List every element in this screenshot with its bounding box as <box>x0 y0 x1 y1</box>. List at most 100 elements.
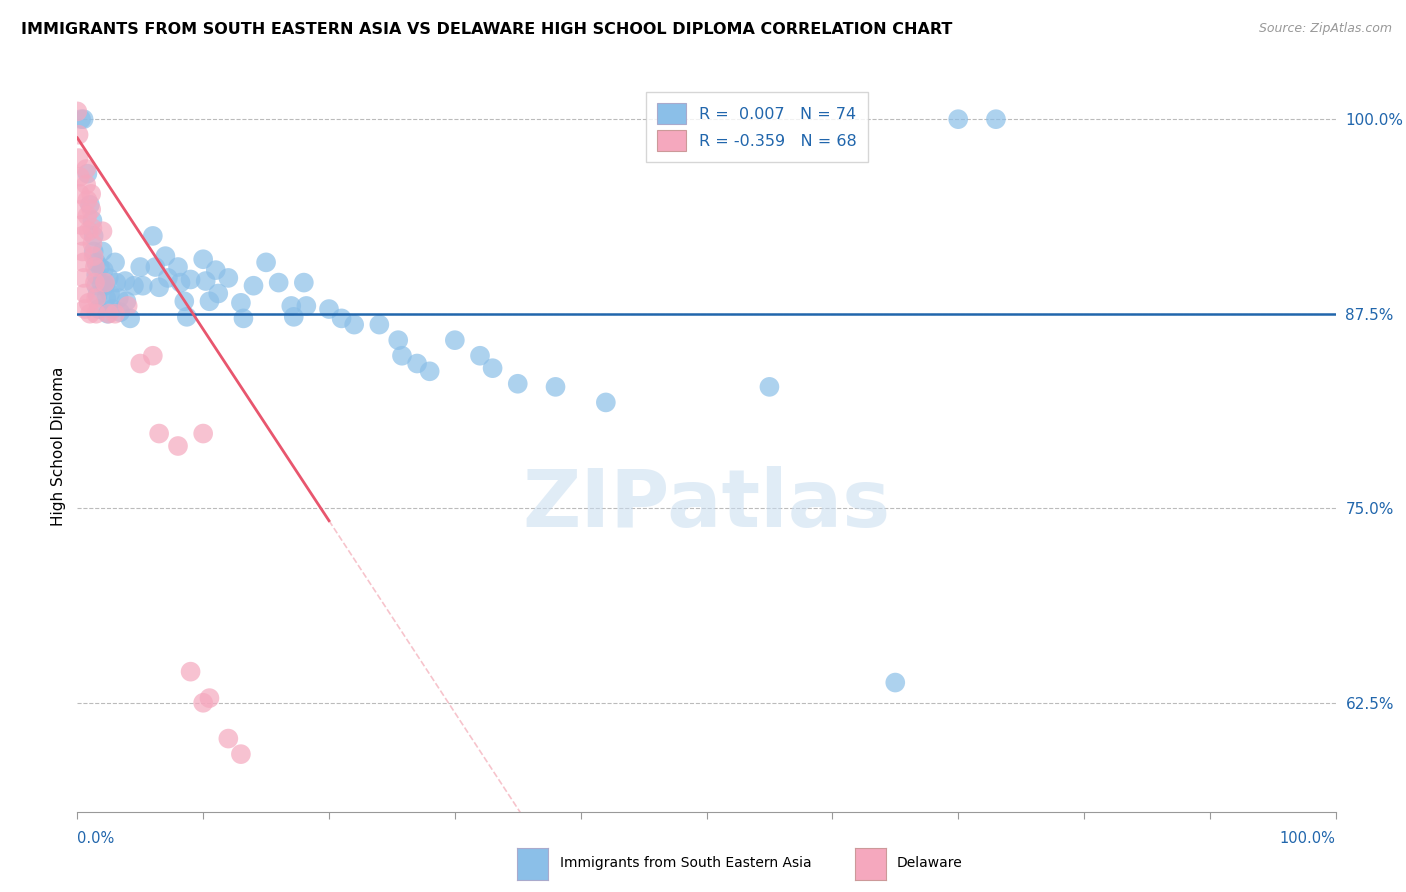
Point <box>180 665 202 679</box>
Point <box>122 278 145 293</box>
Point <box>194 274 217 288</box>
Point <box>129 260 152 274</box>
Point <box>108 291 131 305</box>
Point <box>84 276 107 290</box>
Point <box>117 299 139 313</box>
Point <box>595 395 617 409</box>
Point <box>76 193 98 207</box>
Point <box>91 244 114 259</box>
Point <box>292 276 315 290</box>
Point <box>129 357 152 371</box>
Point <box>80 186 103 201</box>
Point <box>283 310 305 324</box>
Point <box>391 349 413 363</box>
Point <box>84 291 107 305</box>
Point <box>83 244 105 259</box>
Point <box>67 151 90 165</box>
Point <box>91 224 114 238</box>
Point <box>87 301 110 316</box>
Point <box>169 276 191 290</box>
Point <box>73 301 96 316</box>
Point <box>66 104 89 119</box>
Point <box>198 294 221 309</box>
Point <box>82 221 104 235</box>
Point <box>69 186 91 201</box>
Point <box>108 305 131 319</box>
Point <box>254 255 277 269</box>
Point <box>198 691 221 706</box>
Point <box>96 291 118 305</box>
Point <box>444 333 467 347</box>
Point <box>76 167 98 181</box>
Point <box>267 276 290 290</box>
Point <box>77 295 100 310</box>
Point <box>232 311 254 326</box>
Point <box>72 228 94 243</box>
Point <box>83 228 105 243</box>
Text: ZIPatlas: ZIPatlas <box>523 466 890 543</box>
Point <box>84 260 107 274</box>
Point <box>73 286 96 301</box>
Point <box>156 271 179 285</box>
Point <box>90 276 112 290</box>
Point <box>204 263 226 277</box>
Point <box>70 112 93 127</box>
Point <box>94 278 117 293</box>
Point <box>207 286 229 301</box>
Point <box>155 249 177 263</box>
Point <box>167 439 190 453</box>
Point <box>419 364 441 378</box>
Point <box>173 294 195 309</box>
Point <box>114 274 136 288</box>
Point <box>79 198 101 212</box>
Point <box>96 307 118 321</box>
Point <box>72 112 94 127</box>
Point <box>948 112 970 127</box>
Point <box>80 202 103 217</box>
Point <box>148 280 170 294</box>
Point <box>506 376 529 391</box>
Point <box>280 299 302 313</box>
Y-axis label: High School Diploma: High School Diploma <box>51 367 66 525</box>
Point <box>167 260 190 274</box>
Point <box>544 380 567 394</box>
Point <box>132 278 155 293</box>
Point <box>176 310 198 324</box>
Text: Delaware: Delaware <box>897 856 963 871</box>
Point <box>70 218 93 232</box>
Point <box>142 228 165 243</box>
Point <box>229 295 252 310</box>
Point <box>143 260 166 274</box>
Point <box>69 169 91 184</box>
Point <box>468 349 491 363</box>
Point <box>104 307 127 321</box>
Point <box>242 278 264 293</box>
Point <box>72 244 94 259</box>
Point <box>318 301 340 316</box>
Point <box>115 294 138 309</box>
Point <box>67 128 90 142</box>
Point <box>75 161 97 176</box>
Point <box>72 271 94 285</box>
Point <box>343 318 366 332</box>
Point <box>368 318 391 332</box>
Point <box>105 276 128 290</box>
Text: IMMIGRANTS FROM SOUTH EASTERN ASIA VS DELAWARE HIGH SCHOOL DIPLOMA CORRELATION C: IMMIGRANTS FROM SOUTH EASTERN ASIA VS DE… <box>21 22 952 37</box>
Point <box>97 271 120 285</box>
Point <box>84 307 107 321</box>
Point <box>84 255 107 269</box>
Point <box>884 675 907 690</box>
Point <box>86 288 108 302</box>
Point <box>295 299 318 313</box>
Point <box>70 202 93 217</box>
Point <box>93 263 115 277</box>
Point <box>83 249 105 263</box>
Point <box>72 255 94 269</box>
Point <box>97 307 120 321</box>
Point <box>481 361 503 376</box>
Point <box>82 213 104 227</box>
Point <box>191 696 215 710</box>
Point <box>94 276 117 290</box>
Point <box>101 301 124 316</box>
Point <box>89 260 111 274</box>
